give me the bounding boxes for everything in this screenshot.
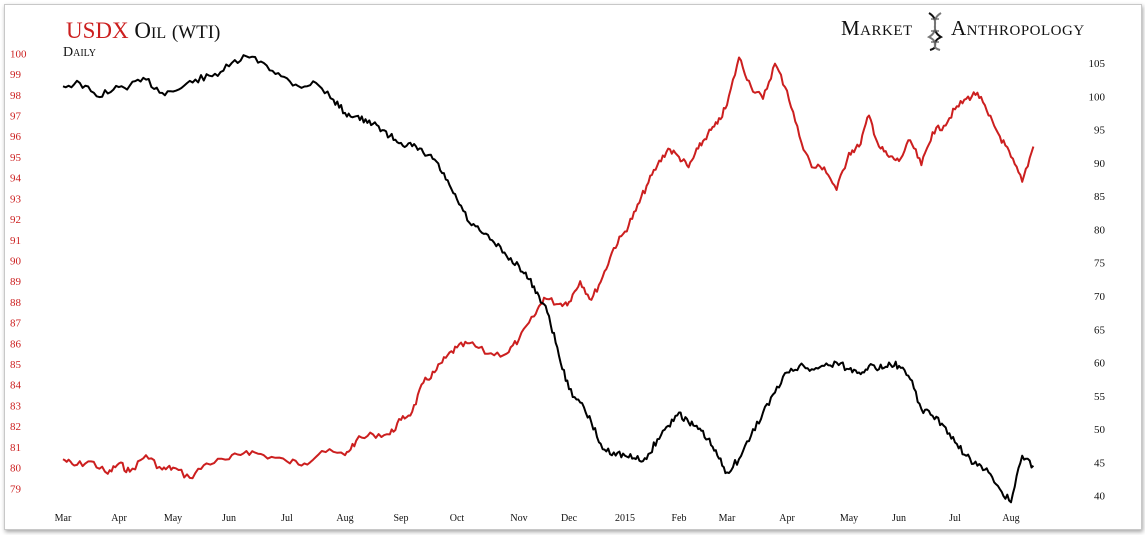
left-tick-label: 98 xyxy=(10,90,22,102)
left-tick-label: 86 xyxy=(10,338,22,350)
right-tick-label: 105 xyxy=(1089,58,1106,70)
x-tick-label: Aug xyxy=(336,513,353,524)
title-oil: Oil xyxy=(134,18,167,43)
left-tick-label: 95 xyxy=(10,152,22,164)
x-tick-label: Nov xyxy=(510,513,527,524)
left-tick-label: 79 xyxy=(10,483,22,495)
right-tick-label: 85 xyxy=(1094,191,1106,203)
right-tick-label: 90 xyxy=(1094,158,1106,170)
x-tick-label: Aug xyxy=(1002,513,1019,524)
left-tick-label: 84 xyxy=(10,380,22,392)
x-tick-label: Oct xyxy=(450,513,465,524)
right-tick-label: 100 xyxy=(1089,91,1106,103)
oil-series-line xyxy=(62,54,1035,504)
title-oil-suffix: (WTI) xyxy=(171,22,221,43)
x-tick-label: Jun xyxy=(222,513,236,524)
left-tick-label: 97 xyxy=(10,110,22,122)
right-tick-label: 55 xyxy=(1094,391,1106,403)
x-tick-label: Dec xyxy=(561,513,578,524)
right-tick-label: 65 xyxy=(1094,324,1106,336)
right-tick-label: 95 xyxy=(1094,125,1106,137)
left-tick-label: 96 xyxy=(10,131,22,143)
right-tick-label: 40 xyxy=(1094,491,1106,503)
dna-helix-icon xyxy=(926,12,944,51)
chart-frame: 79 80 81 82 83 84 85 86 87 88 89 90 91 92 93 94 95 96 97 98… xyxy=(4,4,1142,530)
brand-right: Anthropology xyxy=(951,16,1085,40)
left-tick-label: 83 xyxy=(10,400,22,412)
left-tick-label: 87 xyxy=(10,318,22,330)
x-tick-label: May xyxy=(840,513,858,524)
x-tick-label: Mar xyxy=(55,513,72,524)
left-tick-label: 100 xyxy=(10,48,27,60)
x-tick-label: Jul xyxy=(949,513,961,524)
right-tick-label: 45 xyxy=(1094,457,1106,469)
x-tick-label: Mar xyxy=(719,513,736,524)
right-tick-label: 60 xyxy=(1094,358,1106,370)
left-tick-label: 88 xyxy=(10,297,22,309)
chart-title: USDX Oil (WTI) xyxy=(66,18,220,44)
left-tick-label: 89 xyxy=(10,276,22,288)
chart-svg: 79 80 81 82 83 84 85 86 87 88 89 90 91 92 93 94 95 96 97 98… xyxy=(10,48,1106,524)
left-tick-label: 80 xyxy=(10,463,22,475)
x-tick-label: Apr xyxy=(111,513,127,524)
x-tick-label: 2015 xyxy=(615,513,635,524)
left-tick-label: 91 xyxy=(10,235,21,247)
left-tick-label: 90 xyxy=(10,255,22,267)
x-tick-label: May xyxy=(164,513,182,524)
right-tick-label: 80 xyxy=(1094,224,1106,236)
left-tick-label: 99 xyxy=(10,69,22,81)
left-tick-label: 85 xyxy=(10,359,22,371)
left-tick-label: 81 xyxy=(10,442,21,454)
x-tick-label: Jun xyxy=(892,513,906,524)
usdx-series-line xyxy=(62,56,1035,480)
x-tick-label: Jul xyxy=(281,513,293,524)
x-tick-label: Apr xyxy=(779,513,795,524)
brand-left: Market xyxy=(841,16,913,40)
x-tick-label: Feb xyxy=(672,513,687,524)
x-tick-label: Sep xyxy=(394,513,409,524)
left-tick-label: 93 xyxy=(10,193,22,205)
left-tick-label: 82 xyxy=(10,421,21,433)
right-tick-label: 75 xyxy=(1094,258,1106,270)
right-tick-label: 70 xyxy=(1094,291,1106,303)
left-tick-label: 94 xyxy=(10,173,22,185)
title-usdx: USDX xyxy=(66,18,129,43)
chart-subtitle: Daily xyxy=(63,45,96,60)
right-tick-label: 50 xyxy=(1094,424,1106,436)
left-tick-label: 92 xyxy=(10,214,21,226)
